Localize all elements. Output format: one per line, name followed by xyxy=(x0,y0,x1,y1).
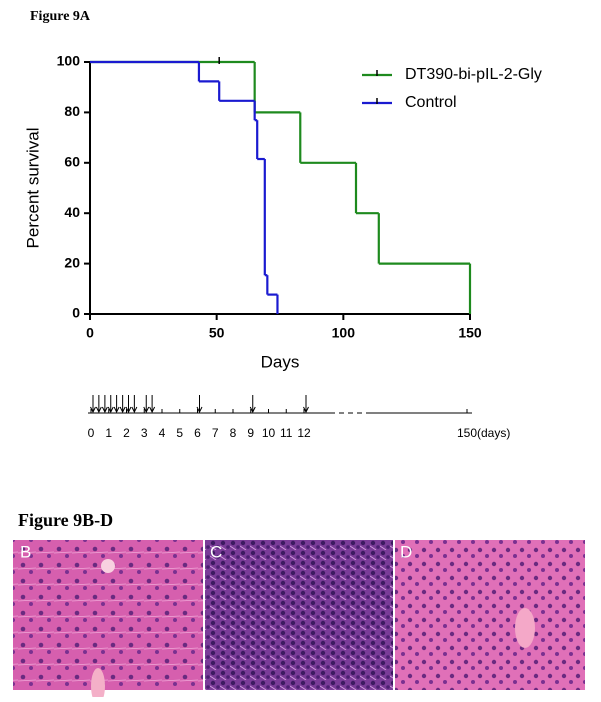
timeline-tick-label: 7 xyxy=(212,426,219,440)
y-tick-label: 40 xyxy=(64,204,80,220)
dose-arrow xyxy=(113,395,120,414)
dose-arrow xyxy=(95,395,102,414)
y-tick-label: 100 xyxy=(57,53,81,69)
timeline-tick-label: 0 xyxy=(88,426,95,440)
timeline-tick-label: 3 xyxy=(141,426,148,440)
panel-label: B xyxy=(20,542,31,561)
panel-label: C xyxy=(210,542,222,561)
timeline-tick-label: 6 xyxy=(194,426,201,440)
figure-title: Figure 9A xyxy=(30,9,91,24)
x-tick-label: 50 xyxy=(209,325,225,341)
vessel xyxy=(515,608,535,648)
timeline-unit: (days) xyxy=(477,426,510,440)
dose-arrow xyxy=(149,395,156,414)
timeline-tick-label: 2 xyxy=(123,426,130,440)
panels-title: Figure 9B-D xyxy=(18,510,113,530)
histology-image xyxy=(395,540,585,690)
timeline-tick-label: 1 xyxy=(105,426,112,440)
dose-arrow xyxy=(303,395,309,414)
x-axis-label: Days xyxy=(261,352,300,371)
timeline-tick-label: 9 xyxy=(247,426,254,440)
histology-image xyxy=(205,540,393,690)
timeline-tick-label: 150 xyxy=(457,426,477,440)
y-tick-label: 20 xyxy=(64,254,80,270)
dose-arrow xyxy=(125,395,132,414)
dose-arrow xyxy=(196,395,203,414)
timeline-tick-label: 4 xyxy=(159,426,166,440)
dose-arrow xyxy=(119,395,126,414)
timeline-tick-label: 8 xyxy=(230,426,237,440)
dose-arrow xyxy=(131,395,138,414)
timeline-tick-label: 12 xyxy=(297,426,311,440)
dose-arrow xyxy=(107,395,114,414)
timeline-tick-label: 10 xyxy=(262,426,276,440)
vessel xyxy=(101,559,115,573)
vessel xyxy=(91,668,105,702)
legend-label: DT390-bi-pIL-2-Gly xyxy=(405,66,542,83)
y-tick-label: 80 xyxy=(64,103,80,119)
y-axis-label: Percent survival xyxy=(23,128,42,249)
timeline-tick-label: 5 xyxy=(176,426,183,440)
dose-arrow xyxy=(90,395,96,414)
y-tick-label: 60 xyxy=(64,154,80,170)
dose-arrow xyxy=(249,395,256,414)
legend-label: Control xyxy=(405,94,457,111)
dose-arrow xyxy=(143,395,150,414)
x-tick-label: 150 xyxy=(458,325,482,341)
dose-arrow xyxy=(101,395,108,414)
x-tick-label: 100 xyxy=(332,325,356,341)
y-tick-label: 0 xyxy=(72,305,80,321)
x-tick-label: 0 xyxy=(86,325,94,341)
panel-label: D xyxy=(400,542,412,561)
timeline-tick-label: 11 xyxy=(280,426,293,440)
